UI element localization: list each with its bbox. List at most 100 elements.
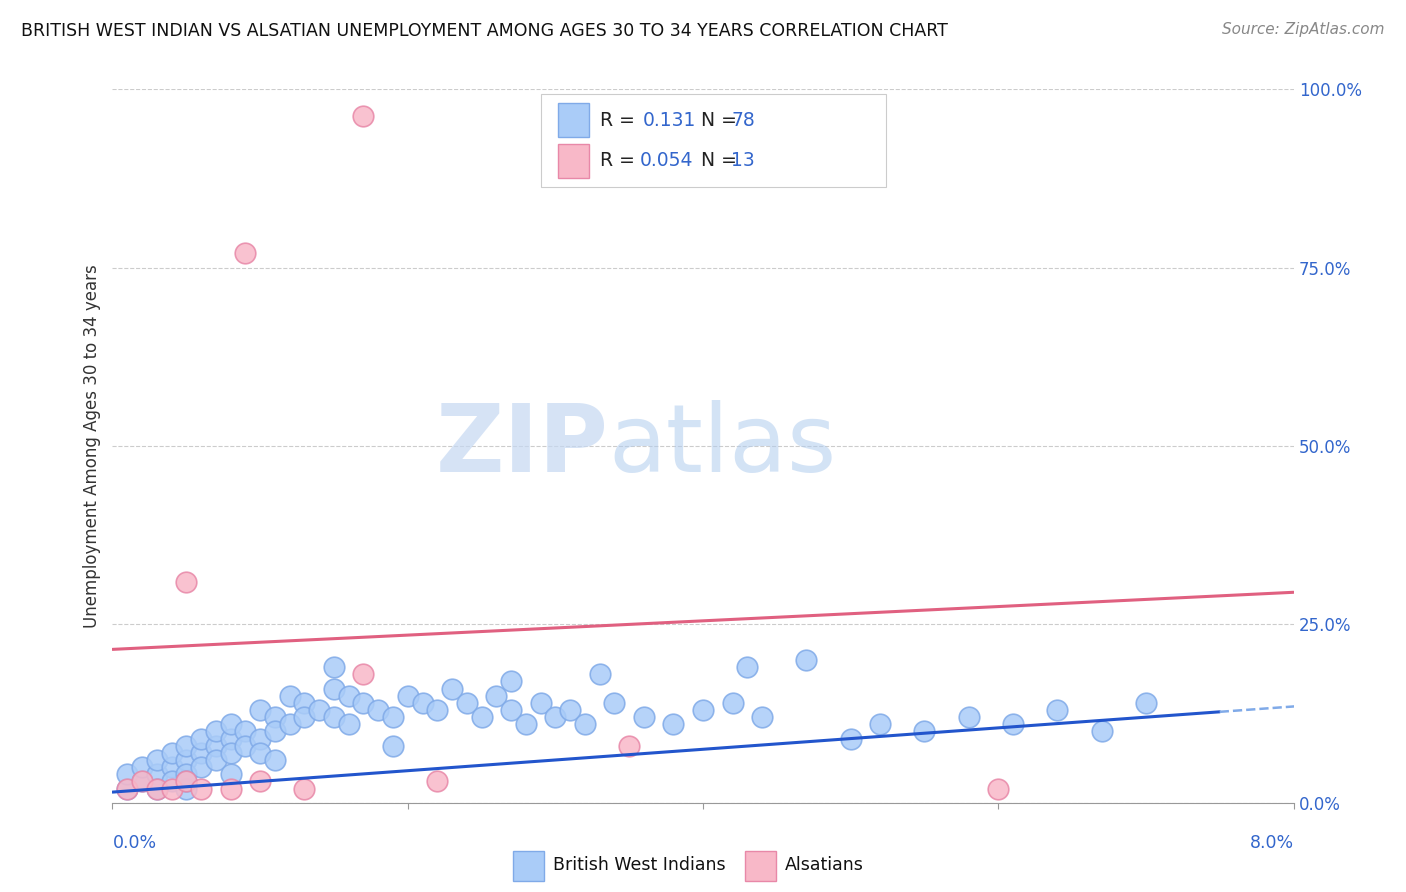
- Point: [1135, 696, 1157, 710]
- Point: [219, 731, 242, 746]
- Point: [721, 696, 744, 710]
- Point: [233, 739, 256, 753]
- Point: [174, 574, 197, 589]
- Point: [412, 696, 434, 710]
- Point: [264, 710, 287, 724]
- Point: [1001, 717, 1024, 731]
- Point: [190, 760, 212, 774]
- Point: [278, 717, 301, 731]
- Point: [588, 667, 610, 681]
- Point: [160, 781, 183, 796]
- Text: 0.054: 0.054: [640, 151, 693, 170]
- Point: [426, 774, 449, 789]
- Point: [174, 774, 197, 789]
- Point: [869, 717, 891, 731]
- Point: [501, 703, 523, 717]
- Text: British West Indians: British West Indians: [553, 856, 725, 874]
- Point: [619, 739, 641, 753]
- Point: [501, 674, 523, 689]
- Point: [146, 781, 169, 796]
- Point: [352, 696, 374, 710]
- Point: [131, 774, 153, 789]
- Point: [264, 724, 287, 739]
- Point: [471, 710, 494, 724]
- Point: [117, 781, 138, 796]
- Point: [146, 767, 169, 781]
- Text: 0.131: 0.131: [643, 111, 696, 130]
- Text: 13: 13: [731, 151, 755, 170]
- Text: R =: R =: [600, 151, 641, 170]
- Point: [117, 781, 138, 796]
- Point: [160, 746, 183, 760]
- Point: [174, 781, 197, 796]
- Text: N =: N =: [689, 151, 742, 170]
- Point: [174, 739, 197, 753]
- Point: [174, 774, 197, 789]
- Point: [278, 689, 301, 703]
- Point: [352, 109, 374, 123]
- Point: [1091, 724, 1114, 739]
- Point: [1046, 703, 1069, 717]
- Point: [205, 753, 228, 767]
- Point: [233, 246, 256, 260]
- Point: [515, 717, 537, 731]
- Point: [219, 767, 242, 781]
- Point: [796, 653, 818, 667]
- Point: [249, 746, 271, 760]
- Point: [529, 696, 551, 710]
- Point: [249, 703, 271, 717]
- Text: atlas: atlas: [609, 400, 837, 492]
- Text: 78: 78: [731, 111, 755, 130]
- Point: [367, 703, 389, 717]
- Point: [574, 717, 596, 731]
- Point: [308, 703, 330, 717]
- Point: [560, 703, 582, 717]
- Point: [839, 731, 862, 746]
- Point: [957, 710, 980, 724]
- Point: [292, 696, 315, 710]
- Point: [323, 710, 346, 724]
- Point: [131, 760, 153, 774]
- Point: [396, 689, 419, 703]
- Point: [485, 689, 508, 703]
- Point: [219, 781, 242, 796]
- Text: Alsatians: Alsatians: [785, 856, 863, 874]
- Point: [249, 774, 271, 789]
- Point: [323, 681, 346, 696]
- Text: BRITISH WEST INDIAN VS ALSATIAN UNEMPLOYMENT AMONG AGES 30 TO 34 YEARS CORRELATI: BRITISH WEST INDIAN VS ALSATIAN UNEMPLOY…: [21, 22, 948, 40]
- Text: 0.0%: 0.0%: [112, 834, 156, 852]
- Point: [219, 746, 242, 760]
- Point: [662, 717, 685, 731]
- Point: [987, 781, 1010, 796]
- Point: [117, 767, 138, 781]
- Point: [131, 774, 153, 789]
- Text: R =: R =: [600, 111, 647, 130]
- Point: [160, 760, 183, 774]
- Point: [264, 753, 287, 767]
- Text: ZIP: ZIP: [436, 400, 609, 492]
- Point: [337, 689, 360, 703]
- Point: [292, 781, 315, 796]
- Point: [544, 710, 567, 724]
- Point: [174, 767, 197, 781]
- Point: [292, 710, 315, 724]
- Point: [382, 710, 405, 724]
- Point: [382, 739, 405, 753]
- Point: [219, 717, 242, 731]
- Point: [190, 746, 212, 760]
- Point: [914, 724, 936, 739]
- Point: [174, 753, 197, 767]
- Y-axis label: Unemployment Among Ages 30 to 34 years: Unemployment Among Ages 30 to 34 years: [83, 264, 101, 628]
- Point: [751, 710, 773, 724]
- Text: N =: N =: [689, 111, 742, 130]
- Point: [352, 667, 374, 681]
- Point: [160, 774, 183, 789]
- Text: 8.0%: 8.0%: [1250, 834, 1294, 852]
- Point: [205, 724, 228, 739]
- Point: [441, 681, 464, 696]
- Point: [205, 739, 228, 753]
- Point: [603, 696, 626, 710]
- Point: [633, 710, 655, 724]
- Point: [323, 660, 346, 674]
- Point: [737, 660, 759, 674]
